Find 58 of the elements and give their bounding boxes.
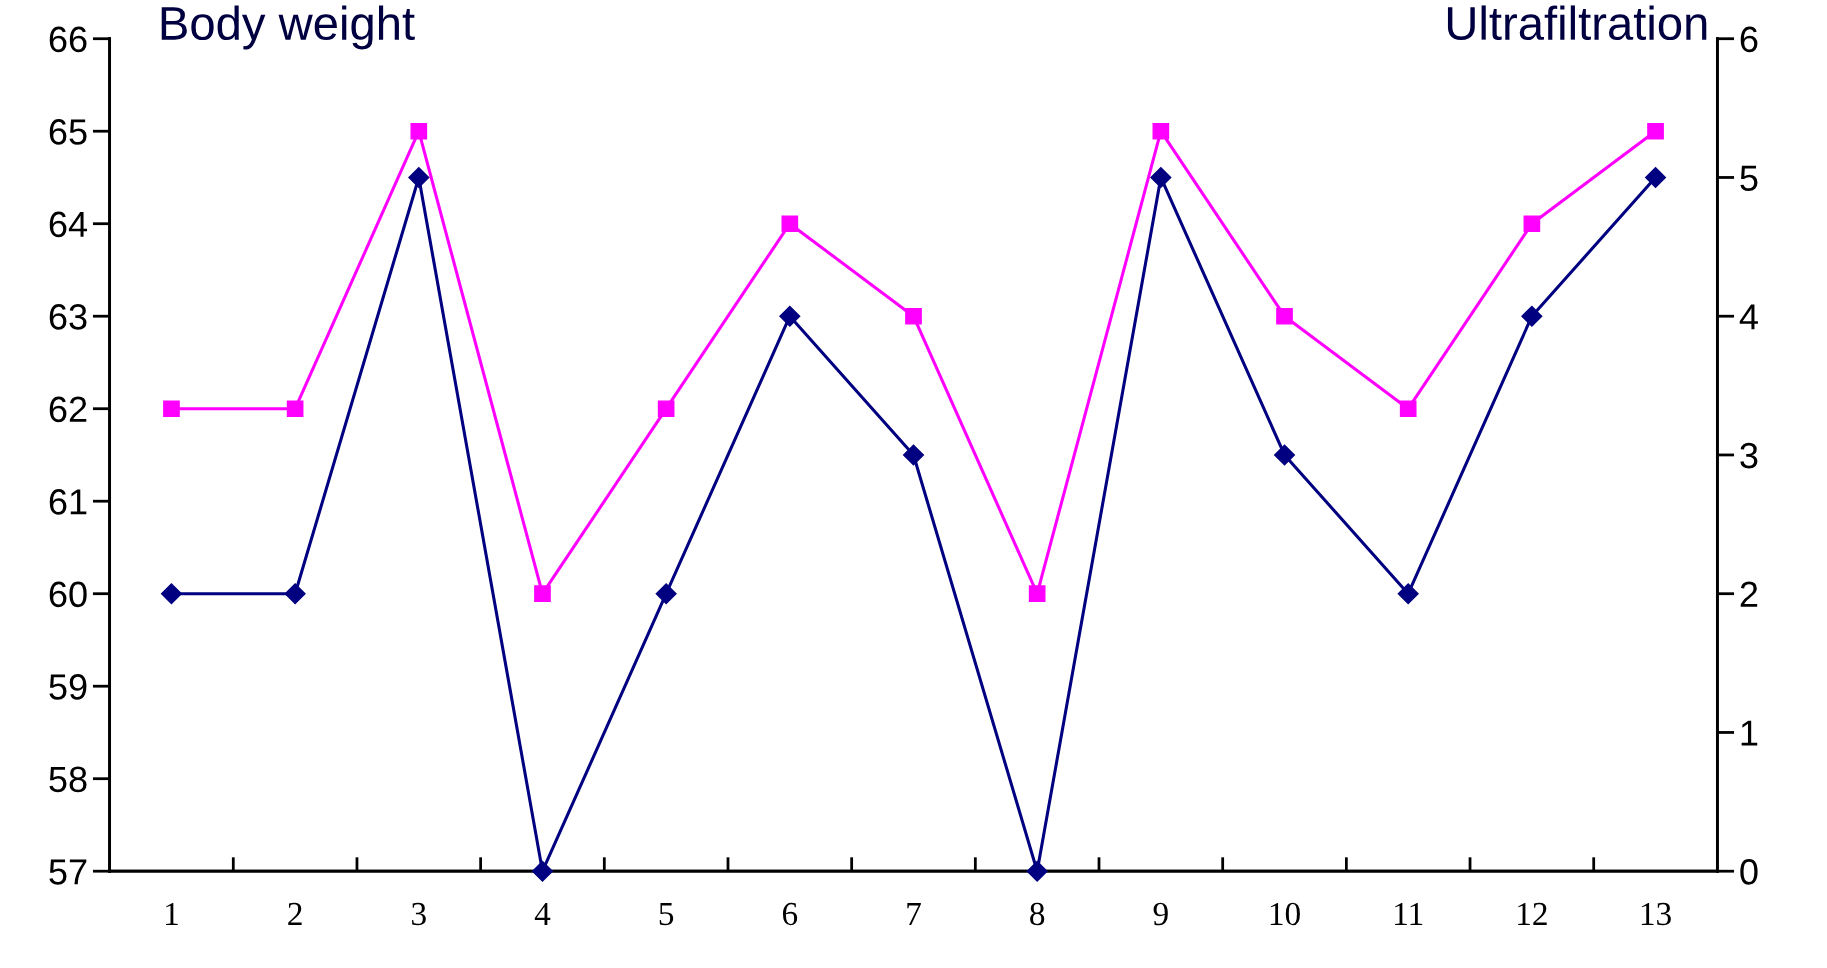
point bbox=[1152, 122, 1170, 140]
point bbox=[1150, 166, 1172, 188]
y2-tick-label: 5 bbox=[1740, 165, 1758, 191]
y2-axis-title: Ultrafiltration bbox=[1447, 5, 1707, 41]
y2-tick-label: 6 bbox=[1740, 26, 1758, 53]
x-tick-label: 12 bbox=[1518, 902, 1547, 925]
point bbox=[905, 307, 922, 325]
y-tick-label: 65 bbox=[49, 119, 87, 145]
y-tick-label: 58 bbox=[49, 766, 87, 793]
point bbox=[655, 583, 677, 605]
point bbox=[410, 122, 428, 140]
point bbox=[781, 215, 799, 233]
point bbox=[1521, 305, 1543, 327]
point bbox=[534, 585, 551, 603]
y-axis-title: Body weight bbox=[161, 5, 415, 50]
point bbox=[1026, 860, 1048, 882]
y-tick-label: 66 bbox=[49, 26, 87, 53]
x-tick-label: 5 bbox=[659, 903, 674, 926]
point bbox=[1274, 444, 1296, 466]
x-tick-label: 3 bbox=[412, 902, 426, 926]
point bbox=[1399, 400, 1417, 418]
y-tick-label: 61 bbox=[49, 489, 87, 515]
y2-tick-label: 1 bbox=[1741, 720, 1758, 746]
y2-tick-label: 2 bbox=[1740, 581, 1758, 607]
y2-tick-label: 3 bbox=[1740, 442, 1758, 469]
x-tick-label: 8 bbox=[1030, 902, 1045, 926]
point bbox=[1276, 307, 1293, 325]
y-tick-label: 62 bbox=[49, 396, 87, 423]
x-tick-label: 11 bbox=[1395, 902, 1423, 925]
point bbox=[1645, 166, 1667, 188]
y-tick-label: 63 bbox=[49, 304, 87, 330]
point bbox=[1523, 215, 1541, 233]
x-tick-label: 7 bbox=[907, 903, 921, 925]
point bbox=[163, 400, 180, 418]
point bbox=[284, 583, 306, 605]
y-tick-label: 57 bbox=[49, 859, 87, 885]
x-tick-label: 6 bbox=[782, 902, 798, 926]
y-tick-label: 59 bbox=[49, 674, 87, 700]
point bbox=[657, 400, 675, 418]
x-tick-label: 1 bbox=[166, 902, 178, 925]
point bbox=[286, 400, 304, 418]
point bbox=[779, 305, 801, 327]
point bbox=[408, 166, 430, 188]
x-tick-label: 9 bbox=[1153, 902, 1168, 926]
x-tick-label: 4 bbox=[534, 902, 551, 925]
x-tick-label: 13 bbox=[1641, 902, 1671, 926]
point bbox=[160, 583, 182, 605]
y2-tick-label: 0 bbox=[1740, 859, 1758, 885]
point bbox=[1647, 122, 1664, 140]
y2-tick-label: 4 bbox=[1739, 304, 1758, 330]
point bbox=[1028, 585, 1046, 603]
y-tick-label: 60 bbox=[49, 581, 87, 608]
x-tick-label: 10 bbox=[1270, 902, 1300, 926]
point bbox=[1397, 583, 1419, 605]
y-tick-label: 64 bbox=[49, 211, 88, 238]
point bbox=[531, 860, 553, 882]
x-tick-label: 2 bbox=[288, 902, 302, 925]
point bbox=[902, 444, 925, 466]
